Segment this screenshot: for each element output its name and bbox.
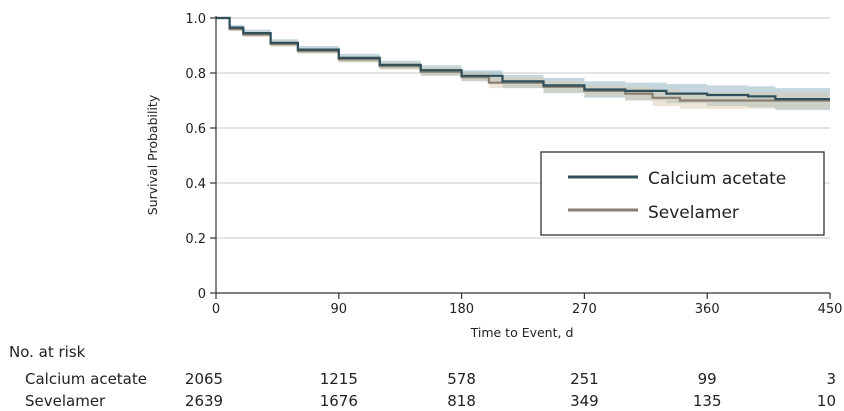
legend-label-calcium-acetate: Calcium acetate bbox=[648, 169, 786, 189]
y-tick-label: 1.0 bbox=[185, 12, 206, 27]
x-tick-label: 90 bbox=[331, 302, 348, 317]
risk-value-sevelamer: 818 bbox=[447, 392, 476, 410]
x-tick-label: 270 bbox=[572, 302, 597, 317]
risk-table-header: No. at risk bbox=[9, 343, 86, 361]
y-tick-label: 0.2 bbox=[185, 232, 206, 247]
x-axis-label: Time to Event, d bbox=[470, 325, 574, 340]
survival-curves bbox=[216, 16, 830, 102]
risk-value-calcium-acetate: 99 bbox=[698, 370, 717, 388]
risk-row-label-calcium-acetate: Calcium acetate bbox=[25, 370, 147, 388]
risk-value-sevelamer: 10 bbox=[817, 392, 836, 410]
risk-row-label-sevelamer: Sevelamer bbox=[25, 392, 106, 410]
axes bbox=[210, 16, 831, 299]
risk-value-calcium-acetate: 3 bbox=[826, 370, 836, 388]
risk-value-calcium-acetate: 578 bbox=[447, 370, 476, 388]
x-tick-label: 450 bbox=[818, 302, 843, 317]
tick-labels: 0 0.2 0.4 0.6 0.8 1.0 0 90 180 270 360 450 bbox=[185, 12, 842, 317]
y-tick-label: 0 bbox=[198, 287, 206, 302]
risk-value-sevelamer: 349 bbox=[570, 392, 599, 410]
risk-values: 2065 1215 578 251 99 3 2639 1676 818 349 135 10 bbox=[185, 370, 836, 410]
x-tick-label: 0 bbox=[212, 302, 220, 317]
risk-value-sevelamer: 1676 bbox=[320, 392, 358, 410]
series-line-calcium-acetate bbox=[216, 16, 830, 101]
ci-band-calcium-acetate bbox=[216, 18, 830, 111]
y-tick-label: 0.6 bbox=[185, 122, 206, 137]
risk-value-calcium-acetate: 251 bbox=[570, 370, 599, 388]
risk-value-sevelamer: 2639 bbox=[185, 392, 223, 410]
y-axis-label: Survival Probability bbox=[145, 94, 160, 215]
legend: Calcium acetate Sevelamer bbox=[540, 151, 825, 236]
y-tick-label: 0.4 bbox=[185, 177, 206, 192]
risk-value-calcium-acetate: 2065 bbox=[185, 370, 223, 388]
y-tick-label: 0.8 bbox=[185, 67, 206, 82]
x-tick-label: 360 bbox=[695, 302, 720, 317]
risk-table: No. at risk Calcium acetate Sevelamer 20… bbox=[9, 343, 836, 410]
legend-box bbox=[540, 151, 825, 236]
x-tick-label: 180 bbox=[449, 302, 474, 317]
risk-value-sevelamer: 135 bbox=[693, 392, 722, 410]
confidence-bands bbox=[216, 18, 830, 111]
risk-value-calcium-acetate: 1215 bbox=[320, 370, 358, 388]
legend-label-sevelamer: Sevelamer bbox=[648, 203, 739, 223]
